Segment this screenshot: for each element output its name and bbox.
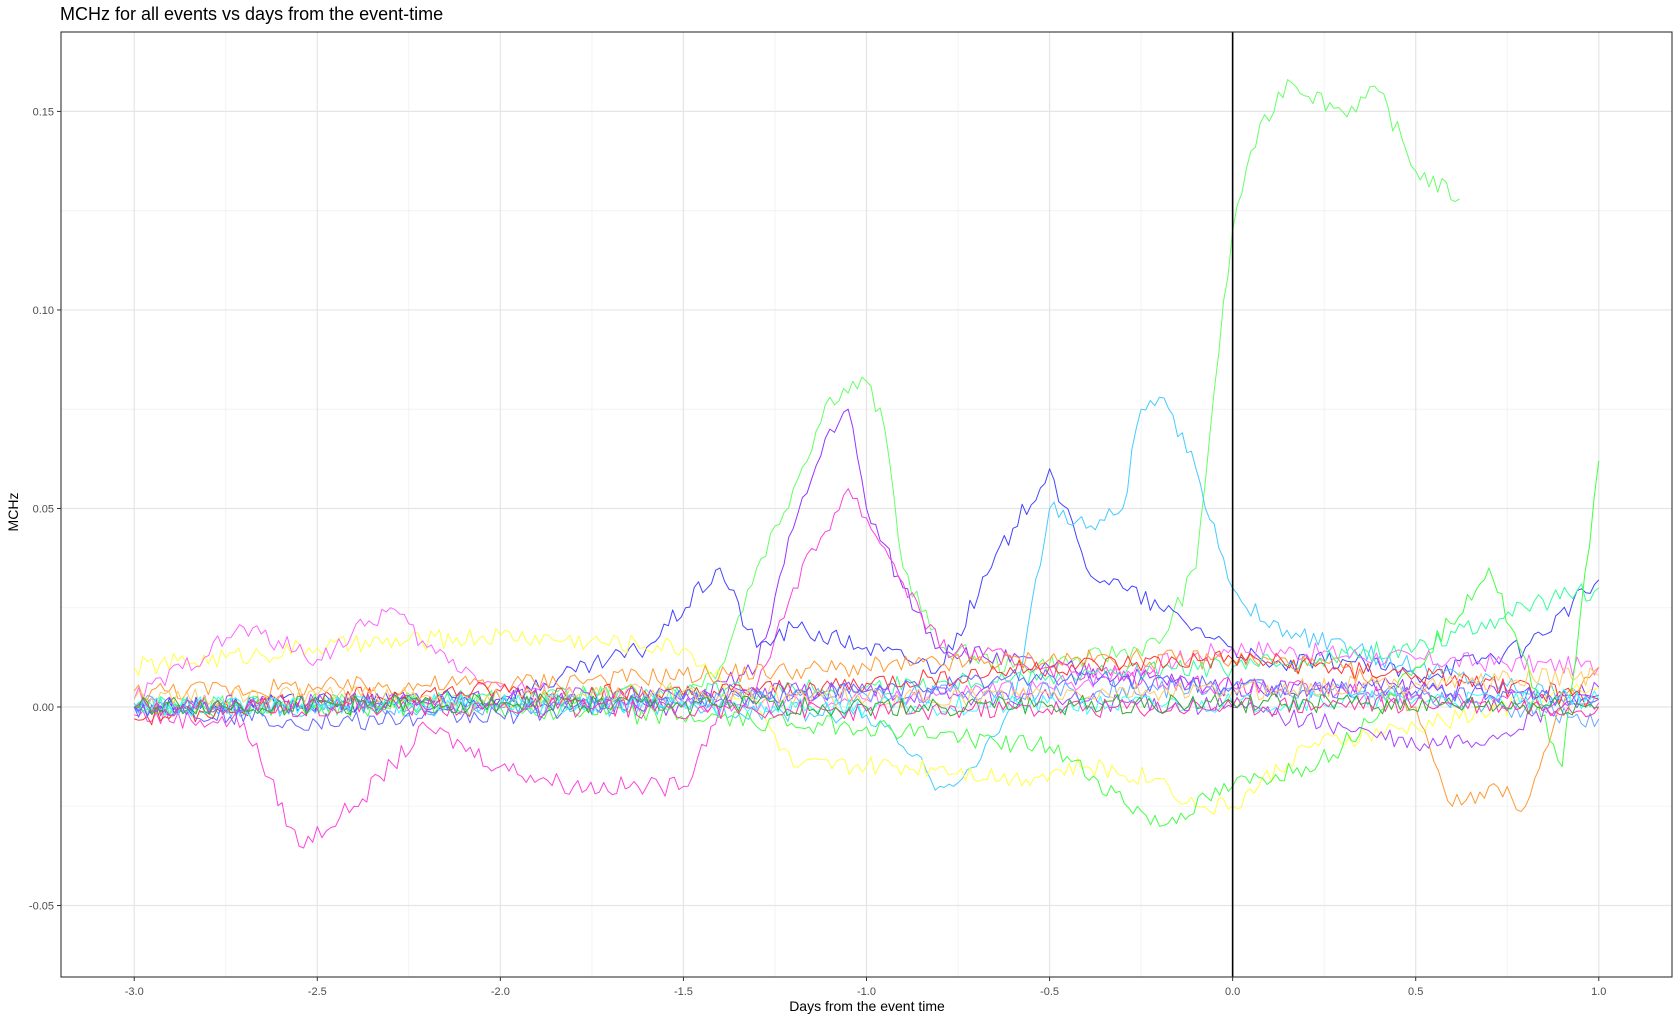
series-line — [133, 667, 1600, 709]
y-tick-label: -0.05 — [29, 901, 54, 913]
plot-panel — [60, 31, 1673, 978]
x-axis-ticks: -3.0 -2.5 -2.0 -1.5 -1.0 -0.5 0.0 0.5 1.0 — [125, 977, 1606, 998]
y-axis-title: MCHz — [5, 493, 21, 532]
x-tick-label: -1.5 — [674, 986, 693, 998]
data-series — [133, 79, 1600, 849]
series-line — [134, 693, 1599, 717]
series-line — [133, 681, 1600, 752]
x-tick-label: -2.0 — [491, 986, 510, 998]
x-axis-title: Days from the event time — [789, 998, 945, 1014]
y-tick-label: 0.00 — [33, 702, 54, 714]
y-tick-label: 0.15 — [33, 106, 54, 118]
series-line — [133, 627, 1600, 815]
series-line — [133, 583, 1600, 716]
x-tick-label: 0.0 — [1225, 986, 1240, 998]
y-axis-ticks: -0.05 0.00 0.05 0.10 0.15 — [29, 106, 61, 913]
y-tick-label: 0.10 — [33, 305, 54, 317]
x-tick-label: 0.5 — [1408, 986, 1423, 998]
series-line — [133, 694, 1600, 721]
x-tick-label: -0.5 — [1040, 986, 1059, 998]
x-tick-label: 1.0 — [1591, 986, 1606, 998]
x-tick-label: -3.0 — [125, 986, 144, 998]
chart-title: MCHz for all events vs days from the eve… — [60, 4, 443, 24]
y-tick-label: 0.05 — [33, 503, 54, 515]
x-tick-label: -2.5 — [308, 986, 327, 998]
x-tick-label: -1.0 — [857, 986, 876, 998]
series-line — [133, 678, 1600, 728]
series-line — [134, 488, 1600, 849]
